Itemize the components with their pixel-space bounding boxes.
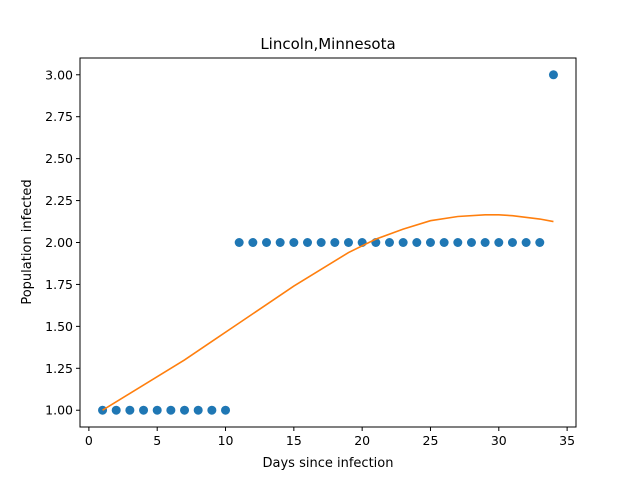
y-tick-label: 2.75 xyxy=(45,109,73,124)
x-tick-label: 15 xyxy=(286,433,302,448)
scatter-point xyxy=(507,238,517,247)
x-tick-label: 35 xyxy=(559,433,575,448)
scatter-point xyxy=(535,238,545,247)
y-tick-label: 1.50 xyxy=(45,319,73,334)
scatter-point xyxy=(425,238,435,247)
scatter-point xyxy=(303,238,313,247)
scatter-point xyxy=(466,238,476,247)
y-tick-label: 1.25 xyxy=(45,361,73,376)
scatter-point xyxy=(248,238,258,247)
x-tick-label: 25 xyxy=(423,433,439,448)
scatter-point xyxy=(139,405,149,415)
scatter-point xyxy=(343,238,353,247)
chart-title: Lincoln,Minnesota xyxy=(260,35,395,53)
y-axis-label: Population infected xyxy=(20,179,35,304)
scatter-point xyxy=(384,238,394,247)
y-tick-label: 1.00 xyxy=(45,403,73,418)
scatter-point xyxy=(289,238,299,247)
scatter-point xyxy=(207,405,217,415)
scatter-point xyxy=(234,238,244,247)
plot-area xyxy=(98,70,558,415)
x-tick-label: 10 xyxy=(218,433,234,448)
scatter-point xyxy=(548,70,558,80)
x-tick-label: 5 xyxy=(153,433,161,448)
scatter-point xyxy=(439,238,449,247)
scatter-point xyxy=(125,405,135,415)
x-axis: 0 5 10 15 20 25 30 35 xyxy=(85,427,575,448)
x-tick-label: 20 xyxy=(354,433,370,448)
scatter-point xyxy=(480,238,490,247)
y-tick-label: 2.50 xyxy=(45,151,73,166)
scatter-point xyxy=(166,405,176,415)
scatter-point xyxy=(180,405,190,415)
x-tick-label: 30 xyxy=(491,433,507,448)
scatter-point xyxy=(453,238,463,247)
y-tick-label: 1.75 xyxy=(45,277,73,292)
y-tick-label: 2.25 xyxy=(45,193,73,208)
x-axis-label: Days since infection xyxy=(263,456,394,471)
y-tick-label: 2.00 xyxy=(45,235,73,250)
scatter-point xyxy=(98,405,108,415)
fit-line xyxy=(102,214,554,411)
scatter-point xyxy=(494,238,504,247)
scatter-point xyxy=(221,405,231,415)
scatter-point xyxy=(275,238,285,247)
y-tick-label: 3.00 xyxy=(45,67,73,82)
y-axis: 1.00 1.25 1.50 1.75 2.00 2.25 2.50 2.75 3.00 xyxy=(45,67,80,418)
scatter-point xyxy=(521,238,531,247)
scatter-point xyxy=(316,238,326,247)
scatter-point xyxy=(111,405,121,415)
scatter-point xyxy=(262,238,272,247)
scatter-point xyxy=(193,405,203,415)
x-tick-label: 0 xyxy=(85,433,93,448)
scatter-point xyxy=(398,238,408,247)
scatter-point xyxy=(412,238,422,247)
scatter-point xyxy=(330,238,340,247)
scatter-point xyxy=(152,405,162,415)
